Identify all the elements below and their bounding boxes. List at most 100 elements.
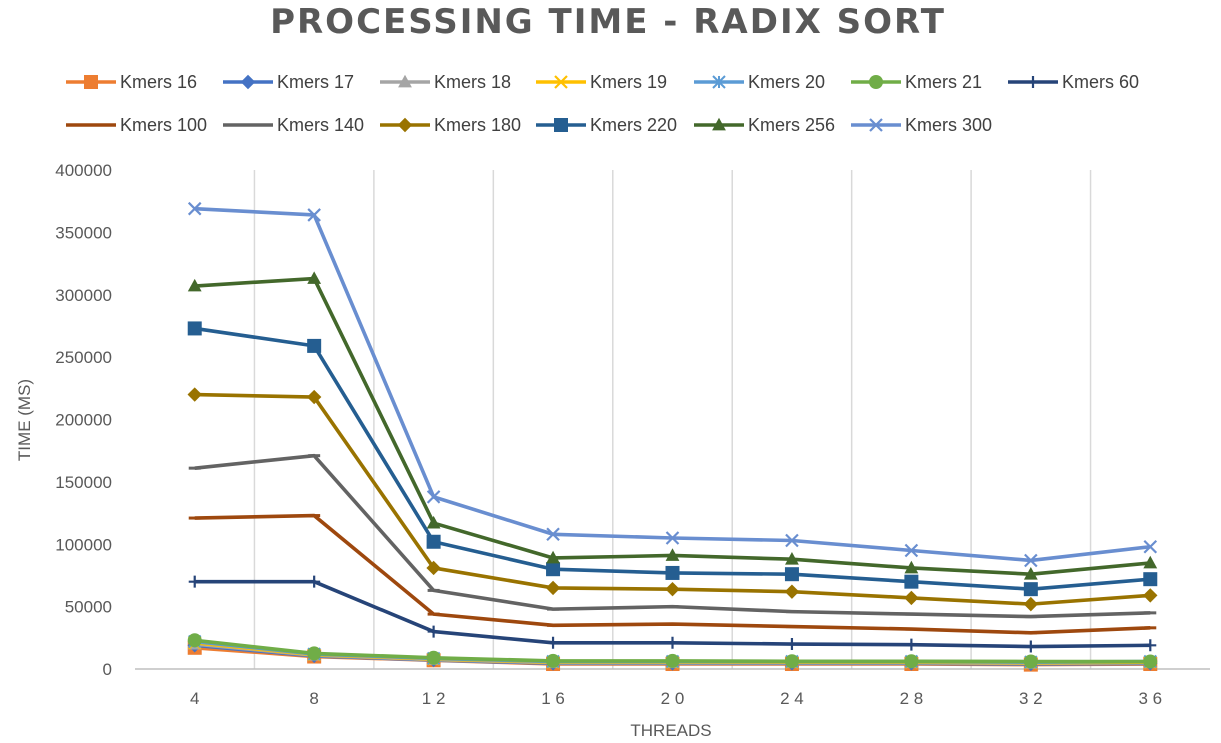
data-point [545,580,561,596]
y-tick-label: 100000 [55,535,112,554]
x-tick-label: 1 2 [422,689,446,708]
legend-item: Kmers 18 [380,72,511,92]
data-point [84,75,98,89]
legend-item: Kmers 21 [851,72,982,92]
x-tick-label: 8 [309,689,318,708]
data-point [307,338,322,353]
legend-item: Kmers 256 [694,115,835,135]
legend-item: Kmers 300 [851,115,992,135]
series-kmers-220 [187,321,1158,597]
data-point [307,646,322,661]
data-point [904,654,919,669]
data-point [666,636,679,649]
data-point [1143,539,1158,554]
data-point [547,636,560,649]
data-point [665,565,680,580]
data-point [307,271,322,284]
data-point [554,75,568,89]
legend-label: Kmers 19 [590,72,667,92]
data-point [426,560,441,576]
data-point [784,567,799,582]
data-point [869,118,883,132]
data-point [785,552,799,565]
data-point [1023,654,1038,669]
data-point [546,653,561,668]
y-tick-label: 0 [103,660,112,679]
series-kmers-300 [187,201,1158,568]
y-tick-label: 300000 [55,286,112,305]
data-point [1143,572,1158,587]
data-point [1023,566,1038,580]
legend-label: Kmers 220 [590,115,677,135]
series-kmers-21 [187,633,1158,669]
data-point [665,653,680,668]
data-point [187,321,202,336]
data-point [306,389,322,405]
data-point [785,533,799,548]
data-point [905,638,918,651]
series-kmers-100 [188,513,1157,635]
y-axis-label: TIME (MS) [15,379,34,461]
data-point [904,574,919,589]
y-tick-label: 400000 [55,161,112,180]
legend-label: Kmers 17 [277,72,354,92]
legend-item: Kmers 20 [694,72,825,92]
data-point [1024,553,1038,568]
y-tick-label: 150000 [55,473,112,492]
legend-label: Kmers 20 [748,72,825,92]
legend-label: Kmers 256 [748,115,835,135]
data-point [187,278,202,292]
legend: Kmers 16 Kmers 17 Kmers 18 Kmers 19 Kmers 20… [66,72,1139,135]
x-tick-label: 3 2 [1019,689,1043,708]
series-layer [187,201,1158,672]
data-point [426,515,441,529]
series-kmers-180 [187,387,1158,612]
data-point [397,117,413,133]
data-point [904,543,919,558]
y-tick-label: 250000 [55,348,112,367]
chart-title: PROCESSING TIME - RADIX SORT [270,2,946,42]
legend-label: Kmers 100 [120,115,207,135]
data-point [1144,639,1157,652]
data-point [784,584,800,599]
legend-item: Kmers 16 [66,72,197,92]
data-point [665,548,680,561]
data-point [426,650,441,665]
x-tick-label: 2 4 [780,689,804,708]
gridlines [253,170,1092,669]
x-tick-label: 1 6 [541,689,565,708]
data-point [785,638,798,651]
x-axis-label: THREADS [630,721,711,740]
data-point [546,562,561,577]
data-point [784,654,799,669]
x-tick-label: 3 6 [1138,689,1162,708]
data-point [187,387,202,402]
data-point [712,117,726,131]
legend-item: Kmers 19 [536,72,667,92]
legend-item: Kmers 140 [223,115,364,135]
data-point [1143,555,1158,569]
data-point [869,75,883,89]
legend-label: Kmers 180 [434,115,521,135]
series-kmers-256 [187,271,1158,580]
data-point [187,633,202,648]
data-point [546,550,560,564]
data-point [904,590,919,606]
series-kmers-60 [188,575,1157,653]
data-point [398,74,412,88]
data-point [554,118,568,132]
data-point [240,74,256,90]
data-point [1143,654,1158,669]
data-point [665,531,680,545]
data-point [665,581,680,597]
legend-label: Kmers 21 [905,72,982,92]
data-point [308,575,321,588]
data-point [1023,596,1039,612]
data-point [546,527,560,542]
data-point [426,534,441,549]
data-point [1023,582,1038,597]
series-line [194,276,1151,576]
data-point [1024,640,1037,653]
data-point [307,208,321,222]
